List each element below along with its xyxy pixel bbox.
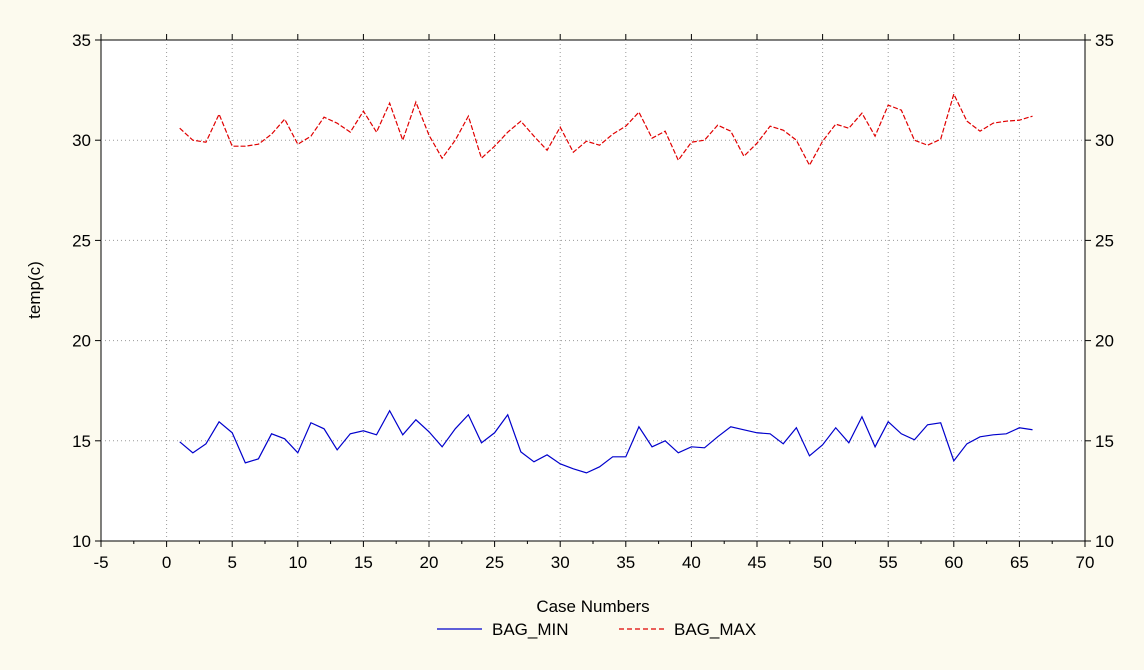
x-tick-label: 65 (1010, 553, 1029, 572)
x-tick-label: 40 (682, 553, 701, 572)
x-tick-label: 45 (748, 553, 767, 572)
y-tick-label-right: 35 (1095, 31, 1114, 50)
legend-label: BAG_MAX (674, 620, 756, 639)
x-tick-label: 0 (162, 553, 171, 572)
y-tick-label-left: 35 (72, 31, 91, 50)
y-tick-label-left: 20 (72, 332, 91, 351)
y-tick-label-right: 20 (1095, 332, 1114, 351)
y-tick-label-right: 10 (1095, 532, 1114, 551)
y-tick-label-left: 25 (72, 231, 91, 250)
series-lines (179, 92, 1033, 474)
x-tick-label: 20 (420, 553, 439, 572)
y-tick-labels-right: 10 15 20 25 30 35 (1095, 31, 1114, 551)
x-tick-label: 55 (879, 553, 898, 572)
x-tick-label: 15 (354, 553, 373, 572)
y-tick-label-left: 10 (72, 532, 91, 551)
x-tick-label: 5 (227, 553, 236, 572)
series-line-bag-max (179, 92, 1033, 167)
y-tick-label-right: 15 (1095, 432, 1114, 451)
y-tick-label-right: 25 (1095, 231, 1114, 250)
legend: BAG_MIN BAG_MAX (437, 620, 756, 639)
x-axis-label: Case Numbers (536, 597, 649, 616)
x-tick-labels: -5 0 5 10 15 20 25 30 35 40 45 50 55 60 65 70 (93, 553, 1094, 572)
y-tick-label-left: 30 (72, 131, 91, 150)
x-tick-label: 70 (1076, 553, 1095, 572)
x-tick-label: 35 (616, 553, 635, 572)
series-line-bag-min (179, 409, 1033, 474)
y-tick-label-left: 15 (72, 432, 91, 451)
x-tick-label: 50 (813, 553, 832, 572)
x-tick-label: 60 (944, 553, 963, 572)
legend-label: BAG_MIN (492, 620, 569, 639)
x-tick-label: -5 (93, 553, 108, 572)
x-tick-label: 10 (288, 553, 307, 572)
x-tick-label: 30 (551, 553, 570, 572)
x-tick-label: 25 (485, 553, 504, 572)
grid-lines (101, 40, 1085, 541)
y-tick-label-right: 30 (1095, 131, 1114, 150)
y-axis-label: temp(c) (25, 261, 44, 319)
y-tick-labels-left: 10 15 20 25 30 35 (72, 31, 91, 551)
plot-area (100, 39, 1086, 542)
axis-ticks (95, 34, 1091, 547)
